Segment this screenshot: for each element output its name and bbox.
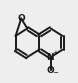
Text: +: + (52, 50, 58, 56)
Text: O: O (17, 14, 25, 23)
Text: −: − (52, 70, 58, 76)
Text: N: N (46, 53, 54, 62)
Text: O: O (46, 66, 54, 75)
